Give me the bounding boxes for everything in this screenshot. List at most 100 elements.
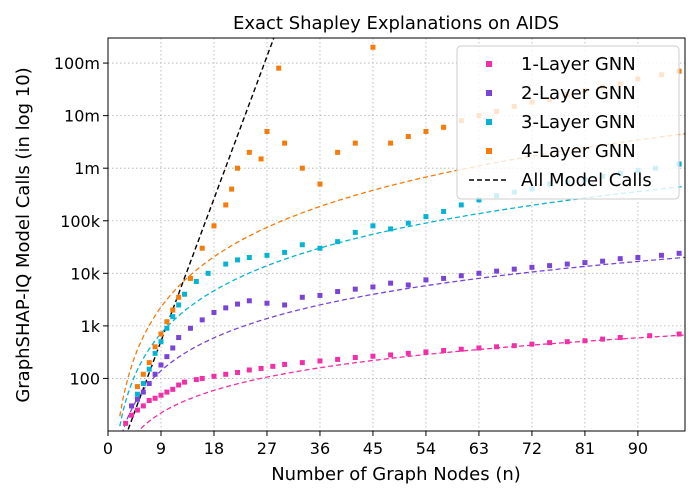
data-point bbox=[317, 292, 323, 298]
trend-line bbox=[137, 334, 685, 431]
legend-label: 4-Layer GNN bbox=[521, 141, 636, 162]
data-point bbox=[152, 395, 158, 401]
data-point bbox=[494, 344, 500, 350]
data-point bbox=[134, 396, 140, 402]
data-point bbox=[223, 261, 229, 267]
x-axis-label: Number of Graph Nodes (n) bbox=[271, 464, 521, 485]
x-tick-label: 45 bbox=[363, 439, 383, 458]
data-point bbox=[529, 264, 535, 270]
x-tick-label: 0 bbox=[103, 439, 113, 458]
data-point bbox=[600, 258, 606, 264]
data-point bbox=[223, 202, 229, 208]
data-point bbox=[193, 377, 199, 383]
y-tick-label: 10m bbox=[64, 107, 100, 126]
data-point bbox=[176, 302, 182, 308]
x-tick-label: 36 bbox=[310, 439, 330, 458]
data-point bbox=[582, 260, 588, 266]
data-point bbox=[441, 124, 447, 130]
data-point bbox=[140, 371, 146, 377]
data-point bbox=[170, 307, 176, 313]
data-point bbox=[246, 367, 252, 373]
data-point bbox=[146, 381, 152, 387]
legend-label: All Model Calls bbox=[521, 170, 652, 191]
data-point bbox=[134, 391, 140, 397]
data-point bbox=[370, 353, 376, 359]
data-point bbox=[335, 356, 341, 362]
data-point bbox=[299, 294, 305, 300]
data-point bbox=[335, 289, 341, 295]
data-point bbox=[299, 242, 305, 248]
data-point bbox=[370, 44, 376, 50]
data-point bbox=[193, 278, 199, 284]
plot-frame bbox=[107, 37, 686, 432]
data-point bbox=[388, 280, 394, 286]
y-tick-label: 100m bbox=[54, 54, 100, 73]
x-tick-label: 72 bbox=[522, 439, 542, 458]
legend-box bbox=[456, 45, 680, 200]
data-point bbox=[511, 343, 517, 349]
y-tick-label: 1m bbox=[74, 159, 100, 178]
data-point bbox=[164, 319, 170, 325]
data-point bbox=[676, 331, 682, 337]
y-axis-ticks: 100 1k 10k 100k 1m 10m 100m bbox=[54, 54, 108, 388]
x-tick-label: 18 bbox=[204, 439, 224, 458]
data-point bbox=[388, 226, 394, 232]
data-point bbox=[335, 149, 341, 155]
data-point bbox=[317, 181, 323, 187]
data-point bbox=[264, 300, 270, 306]
data-point bbox=[134, 384, 140, 390]
data-point bbox=[211, 223, 217, 229]
data-point bbox=[235, 369, 241, 375]
data-point bbox=[458, 346, 464, 352]
x-tick-label: 63 bbox=[469, 439, 489, 458]
data-point bbox=[187, 325, 193, 331]
data-point bbox=[211, 373, 217, 379]
y-tick-label: 10k bbox=[70, 264, 100, 283]
data-point bbox=[405, 220, 411, 226]
data-point bbox=[205, 270, 211, 276]
data-point bbox=[182, 379, 188, 385]
data-point bbox=[352, 140, 358, 146]
data-point bbox=[658, 252, 664, 258]
data-point bbox=[235, 165, 241, 171]
data-point bbox=[199, 375, 205, 381]
data-point bbox=[152, 344, 158, 350]
data-point bbox=[282, 361, 288, 367]
data-point bbox=[282, 249, 288, 255]
data-point bbox=[134, 407, 140, 413]
data-point bbox=[547, 263, 553, 269]
y-tick-label: 100 bbox=[69, 369, 100, 388]
data-point bbox=[335, 239, 341, 245]
data-point bbox=[235, 257, 241, 263]
x-tick-label: 81 bbox=[575, 439, 595, 458]
data-point bbox=[564, 261, 570, 267]
data-point bbox=[199, 317, 205, 323]
data-point bbox=[187, 275, 193, 281]
data-point bbox=[352, 355, 358, 361]
data-point bbox=[582, 338, 588, 344]
data-point bbox=[140, 403, 146, 409]
legend-swatch bbox=[486, 148, 492, 154]
data-point bbox=[264, 128, 270, 134]
data-point bbox=[176, 335, 182, 341]
data-point bbox=[282, 140, 288, 146]
x-axis-ticks: 0 9 18 27 36 45 54 63 72 81 90 bbox=[103, 431, 648, 458]
data-point bbox=[405, 134, 411, 140]
data-point bbox=[211, 309, 217, 315]
data-point bbox=[140, 389, 146, 395]
x-tick-label: 54 bbox=[416, 439, 436, 458]
data-point bbox=[176, 294, 182, 300]
data-point bbox=[258, 365, 264, 371]
data-point bbox=[282, 302, 288, 308]
data-point bbox=[405, 282, 411, 288]
data-point bbox=[164, 389, 170, 395]
data-point bbox=[229, 186, 235, 192]
data-point bbox=[423, 349, 429, 355]
data-point bbox=[635, 254, 641, 260]
data-point bbox=[388, 140, 394, 146]
data-point bbox=[547, 340, 553, 346]
data-point bbox=[235, 301, 241, 307]
data-point bbox=[246, 298, 252, 304]
x-tick-label: 9 bbox=[156, 439, 166, 458]
legend: 1-Layer GNN 2-Layer GNN 3-Layer GNN 4-Layer… bbox=[456, 45, 680, 200]
